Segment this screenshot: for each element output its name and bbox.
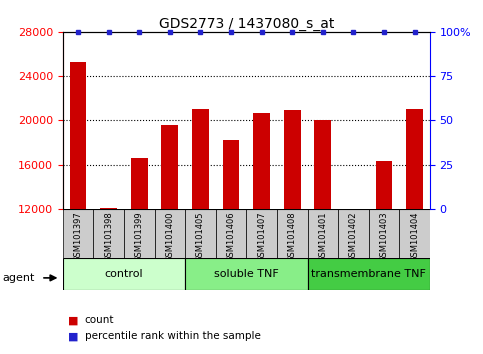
Text: agent: agent	[2, 273, 35, 283]
Text: transmembrane TNF: transmembrane TNF	[311, 269, 426, 279]
Text: GSM101407: GSM101407	[257, 211, 266, 262]
Text: GSM101405: GSM101405	[196, 211, 205, 262]
Bar	[284, 110, 300, 342]
Text: ■: ■	[68, 331, 78, 341]
Bar	[161, 125, 178, 342]
Bar	[63, 209, 93, 258]
Bar	[314, 120, 331, 342]
Text: GSM101397: GSM101397	[73, 211, 83, 262]
Bar	[131, 158, 148, 342]
Bar	[124, 209, 155, 258]
Bar	[63, 258, 185, 290]
Bar	[93, 209, 124, 258]
Bar	[399, 209, 430, 258]
Text: GSM101399: GSM101399	[135, 211, 144, 262]
Title: GDS2773 / 1437080_s_at: GDS2773 / 1437080_s_at	[158, 17, 334, 31]
Text: percentile rank within the sample: percentile rank within the sample	[85, 331, 260, 341]
Text: soluble TNF: soluble TNF	[214, 269, 279, 279]
Bar	[185, 209, 216, 258]
Bar	[308, 258, 430, 290]
Text: count: count	[85, 315, 114, 325]
Bar	[369, 209, 399, 258]
Text: ■: ■	[68, 315, 78, 325]
Text: GSM101402: GSM101402	[349, 211, 358, 262]
Bar	[253, 113, 270, 342]
Bar	[308, 209, 338, 258]
Bar	[345, 209, 362, 342]
Text: GSM101398: GSM101398	[104, 211, 113, 262]
Bar	[155, 209, 185, 258]
Text: GSM101401: GSM101401	[318, 211, 327, 262]
Bar	[100, 208, 117, 342]
Text: control: control	[105, 269, 143, 279]
Bar	[338, 209, 369, 258]
Bar	[223, 140, 240, 342]
Text: GSM101400: GSM101400	[165, 211, 174, 262]
Text: GSM101406: GSM101406	[227, 211, 236, 262]
Text: GSM101403: GSM101403	[380, 211, 388, 262]
Bar	[192, 109, 209, 342]
Bar	[376, 161, 392, 342]
Bar	[70, 62, 86, 342]
Text: GSM101408: GSM101408	[288, 211, 297, 262]
Bar	[246, 209, 277, 258]
Bar	[277, 209, 308, 258]
Bar	[216, 209, 246, 258]
Bar	[406, 109, 423, 342]
Bar	[185, 258, 308, 290]
Text: GSM101404: GSM101404	[410, 211, 419, 262]
